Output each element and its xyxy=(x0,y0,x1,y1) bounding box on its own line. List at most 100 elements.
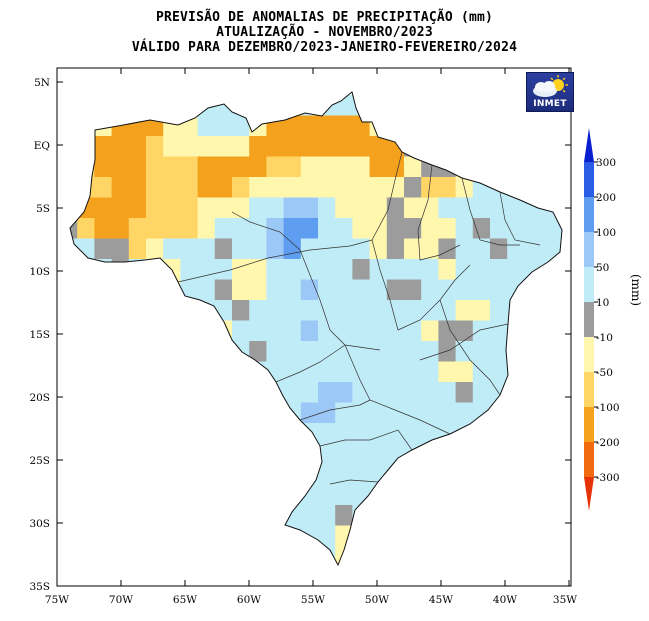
anomaly-cell xyxy=(214,464,233,486)
anomaly-cell xyxy=(421,484,439,506)
anomaly-cell xyxy=(335,177,353,199)
lon-label-55w: 55W xyxy=(301,594,325,606)
anomaly-cell xyxy=(70,382,78,404)
anomaly-cell xyxy=(70,423,78,445)
anomaly-cell xyxy=(283,95,302,117)
anomaly-cell xyxy=(455,505,474,527)
anomaly-cell xyxy=(438,402,457,424)
anomaly-cell xyxy=(318,218,336,240)
anomaly-cell xyxy=(111,279,130,301)
anomaly-cell xyxy=(70,115,78,137)
anomaly-cell xyxy=(283,402,302,424)
anomaly-cell xyxy=(352,238,371,260)
anomaly-cell xyxy=(70,259,78,281)
anomaly-cell xyxy=(352,300,371,322)
anomaly-cell xyxy=(266,95,285,117)
anomaly-cell xyxy=(455,361,474,383)
anomaly-cell xyxy=(386,197,405,219)
anomaly-cell xyxy=(490,218,508,240)
anomaly-cell xyxy=(524,484,543,506)
map-title-line-2: ATUALIZAÇÃO - NOVEMBRO/2023 xyxy=(216,25,433,40)
anomaly-cell xyxy=(180,546,199,565)
anomaly-cell xyxy=(386,279,405,301)
colorbar-band xyxy=(584,372,594,407)
anomaly-cell xyxy=(300,197,319,219)
anomaly-cell xyxy=(300,423,319,445)
anomaly-cell xyxy=(249,567,267,588)
anomaly-cell xyxy=(369,136,388,158)
anomaly-cell xyxy=(318,382,336,404)
anomaly-cell xyxy=(369,115,388,137)
anomaly-cell xyxy=(180,218,199,240)
anomaly-cell xyxy=(111,484,130,506)
anomaly-cell xyxy=(472,238,491,260)
anomaly-cell xyxy=(558,320,562,342)
anomaly-cell xyxy=(111,156,130,178)
anomaly-cell xyxy=(146,402,164,424)
anomaly-cell xyxy=(472,341,491,363)
anomaly-cell xyxy=(438,218,457,240)
anomaly-cell xyxy=(214,197,233,219)
anomaly-cell xyxy=(128,546,147,565)
lon-label-75w: 75W xyxy=(45,594,69,606)
anomaly-cell xyxy=(249,136,267,158)
anomaly-cell xyxy=(232,156,250,178)
anomaly-cell xyxy=(404,320,422,342)
anomaly-cell xyxy=(438,300,457,322)
anomaly-cell xyxy=(94,546,113,565)
anomaly-cell xyxy=(70,218,78,240)
anomaly-cell xyxy=(438,464,457,486)
state-border xyxy=(371,239,399,331)
anomaly-cell xyxy=(249,279,267,301)
anomaly-cell xyxy=(266,341,285,363)
anomaly-cell xyxy=(507,423,525,445)
anomaly-cell xyxy=(128,443,147,465)
anomaly-cell xyxy=(541,197,560,219)
anomaly-cell xyxy=(249,218,267,240)
lon-label-60w: 60W xyxy=(237,594,261,606)
colorbar-label-minus-300: -300 xyxy=(596,472,620,484)
anomaly-cell xyxy=(335,382,353,404)
anomaly-cell xyxy=(214,279,233,301)
anomaly-cell xyxy=(472,484,491,506)
anomaly-cell xyxy=(77,464,95,486)
anomaly-cell xyxy=(352,136,371,158)
anomaly-cell xyxy=(214,402,233,424)
anomaly-cell xyxy=(198,567,216,588)
anomaly-cell xyxy=(232,218,250,240)
anomaly-cell xyxy=(507,567,525,588)
colorbar-band xyxy=(584,302,594,337)
anomaly-cell xyxy=(507,382,525,404)
anomaly-cell xyxy=(214,361,233,383)
anomaly-cell xyxy=(111,464,130,486)
anomaly-cell xyxy=(128,300,147,322)
cloud-sun-icon xyxy=(533,75,568,97)
anomaly-cell xyxy=(369,341,388,363)
anomaly-cell xyxy=(352,546,371,565)
anomaly-cell xyxy=(180,402,199,424)
colorbar-label-300: 300 xyxy=(596,157,616,169)
anomaly-cell xyxy=(369,279,388,301)
anomaly-cell xyxy=(94,443,113,465)
anomaly-cell xyxy=(214,238,233,260)
colorbar-band xyxy=(584,162,594,197)
anomaly-cell xyxy=(507,505,525,527)
anomaly-cell xyxy=(128,279,147,301)
anomaly-cell xyxy=(111,341,130,363)
anomaly-cell xyxy=(541,525,560,547)
anomaly-cell xyxy=(301,567,319,588)
anomaly-cell xyxy=(163,525,181,547)
anomaly-cell xyxy=(541,423,560,445)
anomaly-cell xyxy=(249,300,267,322)
anomaly-cell xyxy=(352,382,371,404)
anomaly-cell xyxy=(524,136,543,158)
anomaly-cell xyxy=(421,197,439,219)
anomaly-cell xyxy=(94,95,113,117)
anomaly-cell xyxy=(524,218,543,240)
anomaly-cell xyxy=(386,382,405,404)
anomaly-cell xyxy=(352,320,371,342)
anomaly-cell xyxy=(232,484,250,506)
anomaly-cell xyxy=(163,115,181,137)
anomaly-cell xyxy=(541,156,560,178)
